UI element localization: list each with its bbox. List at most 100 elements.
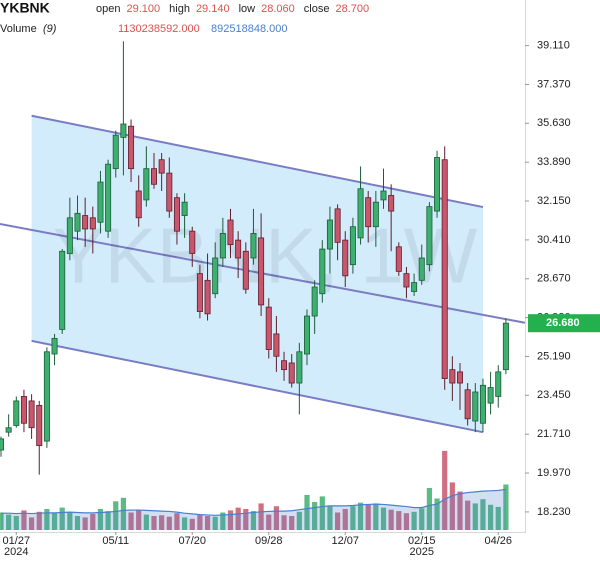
y-tick-label: 23.450 xyxy=(537,389,571,401)
volume-bar xyxy=(442,450,448,530)
volume-bar xyxy=(304,495,310,530)
volume-bar xyxy=(465,500,471,530)
candle-body xyxy=(296,351,303,384)
candle-body xyxy=(43,351,50,442)
volume-bar xyxy=(411,511,417,530)
current-price-label: 26.680 xyxy=(546,317,580,329)
candle-body xyxy=(258,237,265,306)
channel-lower xyxy=(31,339,484,434)
channel-upper xyxy=(31,114,484,209)
candle-body xyxy=(342,239,349,277)
y-tick-label: 39.110 xyxy=(537,40,570,52)
volume-bar xyxy=(197,514,203,530)
candle-body xyxy=(334,208,341,243)
x-tick-label: 12/07 xyxy=(331,535,359,547)
x-tick-label: 02/15 xyxy=(408,535,436,547)
volume-bar xyxy=(227,510,234,530)
candle-body xyxy=(479,384,486,424)
candle-body xyxy=(395,246,402,272)
price-axis-bg xyxy=(526,0,600,558)
volume-bar xyxy=(136,510,142,530)
candle-body xyxy=(196,273,203,312)
candle-body xyxy=(311,286,318,317)
volume-bar xyxy=(212,516,218,530)
candle-body xyxy=(441,159,448,379)
volume-bar xyxy=(449,482,455,530)
volume-bar xyxy=(495,506,501,530)
volume-bar xyxy=(380,507,387,530)
volume-bar xyxy=(67,511,73,530)
candle-body xyxy=(319,248,326,295)
volume-bar xyxy=(396,511,402,530)
x-tick-label: 05/11 xyxy=(102,535,129,547)
volume-bar xyxy=(59,507,65,530)
candle-body xyxy=(495,371,502,397)
volume-bar xyxy=(13,516,19,530)
candle-body xyxy=(128,125,135,170)
candle-body xyxy=(418,257,425,281)
ohlc-value: 29.140 xyxy=(196,3,230,15)
ohlc-label: close xyxy=(304,3,330,15)
candle-body xyxy=(150,168,157,185)
candle-body xyxy=(365,197,372,228)
volume-bar xyxy=(388,509,394,530)
candle-body xyxy=(112,134,119,170)
candle-body xyxy=(158,159,165,174)
candle-body xyxy=(13,400,20,426)
volume-bar xyxy=(472,503,478,530)
volume-bar xyxy=(327,505,333,530)
volume-bar xyxy=(204,516,211,530)
candle-body xyxy=(5,427,12,433)
y-tick-label: 32.150 xyxy=(537,195,571,207)
candle-body xyxy=(357,188,364,239)
y-tick-label: 19.970 xyxy=(537,467,571,479)
volume-bar xyxy=(189,518,195,530)
y-tick-label: 33.890 xyxy=(537,156,571,168)
volume-bar xyxy=(74,516,81,530)
candle-body xyxy=(189,230,196,254)
candle-body xyxy=(227,219,234,245)
candle-body xyxy=(36,404,43,446)
volume-bar xyxy=(174,513,180,530)
candle-body xyxy=(82,215,89,230)
candle-body xyxy=(472,391,479,422)
candle-body xyxy=(212,257,219,295)
ohlc-label: low xyxy=(239,3,256,15)
candle-body xyxy=(388,195,395,212)
candle-body xyxy=(97,181,104,223)
volume-bar xyxy=(365,504,371,530)
volume-bar xyxy=(488,504,494,530)
volume-ma-area xyxy=(1,489,506,530)
volume-bar xyxy=(266,514,272,530)
ohlc-value: 28.700 xyxy=(335,3,369,15)
ohlc-label: high xyxy=(169,3,190,15)
candle-body xyxy=(181,201,188,216)
volume-bar xyxy=(250,511,257,530)
volume-bar xyxy=(166,516,172,530)
candle-body xyxy=(434,157,441,212)
candle-body xyxy=(20,396,27,424)
volume-bar xyxy=(419,508,425,530)
candle-body xyxy=(456,371,463,384)
volume-bar xyxy=(312,502,318,530)
volume-label: Volume xyxy=(0,23,37,35)
x-tick-label: 07/20 xyxy=(178,535,206,547)
candle-body xyxy=(28,400,35,429)
volume-bar xyxy=(151,516,157,530)
volume-bar xyxy=(235,507,241,530)
candle-body xyxy=(273,333,280,357)
plot-area: YKBNK, 1W xyxy=(0,41,526,530)
volume-bar xyxy=(480,499,486,530)
volume-bar xyxy=(120,497,126,530)
x-tick-label: 09/28 xyxy=(255,535,283,547)
ohlc-value: 28.060 xyxy=(261,3,295,15)
y-tick-label: 25.190 xyxy=(537,350,571,362)
year-label: 2025 xyxy=(410,546,434,558)
candle-body xyxy=(502,322,509,371)
candle-body xyxy=(487,387,494,404)
y-tick-label: 28.670 xyxy=(537,273,571,285)
x-tick-label: 04/26 xyxy=(484,535,512,547)
volume-bar xyxy=(44,509,50,530)
volume-bar xyxy=(0,512,4,530)
